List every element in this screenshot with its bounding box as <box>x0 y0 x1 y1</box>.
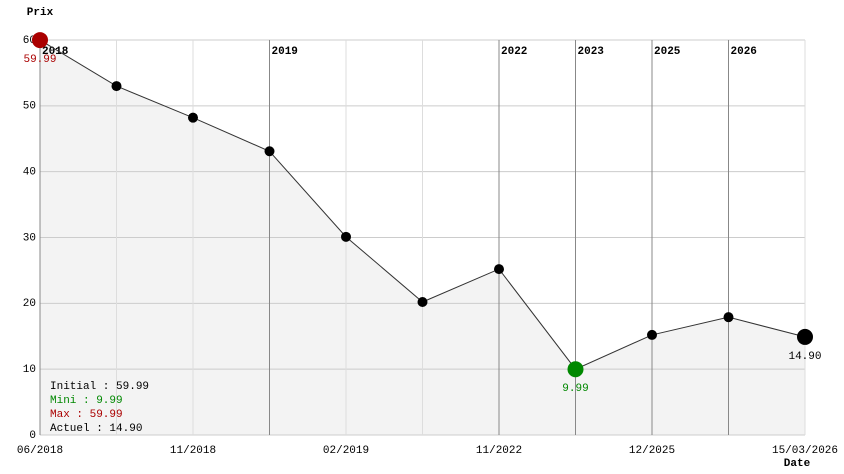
point <box>264 146 275 157</box>
x-tick-label: 06/2018 <box>17 445 63 457</box>
x-tick-label: 02/2019 <box>323 445 369 457</box>
x-axis-title: Date <box>784 458 811 470</box>
point <box>111 81 122 92</box>
area <box>40 40 805 436</box>
x-tick-label: 11/2022 <box>476 445 522 457</box>
point <box>723 312 734 323</box>
point <box>341 231 351 242</box>
summary-line: Mini : 9.99 <box>50 395 123 407</box>
y-tick-label: 30 <box>23 232 36 244</box>
y-tick-label: 50 <box>23 101 36 113</box>
summary-line: Actuel : 14.90 <box>50 423 142 435</box>
year-label: 2019 <box>272 46 298 58</box>
point <box>417 297 428 308</box>
y-tick-label: 0 <box>29 430 36 442</box>
point <box>188 112 198 123</box>
point <box>797 328 813 345</box>
summary-line: Max : 59.99 <box>50 409 123 421</box>
year-label: 2018 <box>42 46 69 58</box>
y-axis-title: Prix <box>27 7 54 19</box>
data-label: 14.90 <box>788 351 821 363</box>
year-label: 2025 <box>654 46 681 58</box>
point <box>494 264 504 275</box>
x-tick-label: 12/2025 <box>629 445 675 457</box>
point <box>32 32 48 49</box>
year-label: 2026 <box>731 46 757 58</box>
year-label: 2022 <box>501 46 527 58</box>
y-tick-label: 40 <box>23 167 36 179</box>
data-label: 9.99 <box>562 383 588 395</box>
y-tick-label: 20 <box>23 298 36 310</box>
point <box>647 329 657 340</box>
point <box>567 361 584 378</box>
data-label: 59.99 <box>23 54 56 66</box>
y-tick-label: 10 <box>23 364 36 376</box>
x-tick-label: 11/2018 <box>170 445 216 457</box>
year-label: 2023 <box>578 46 605 58</box>
summary-line: Initial : 59.99 <box>50 381 149 393</box>
x-tick-label: 15/03/2026 <box>772 445 838 457</box>
